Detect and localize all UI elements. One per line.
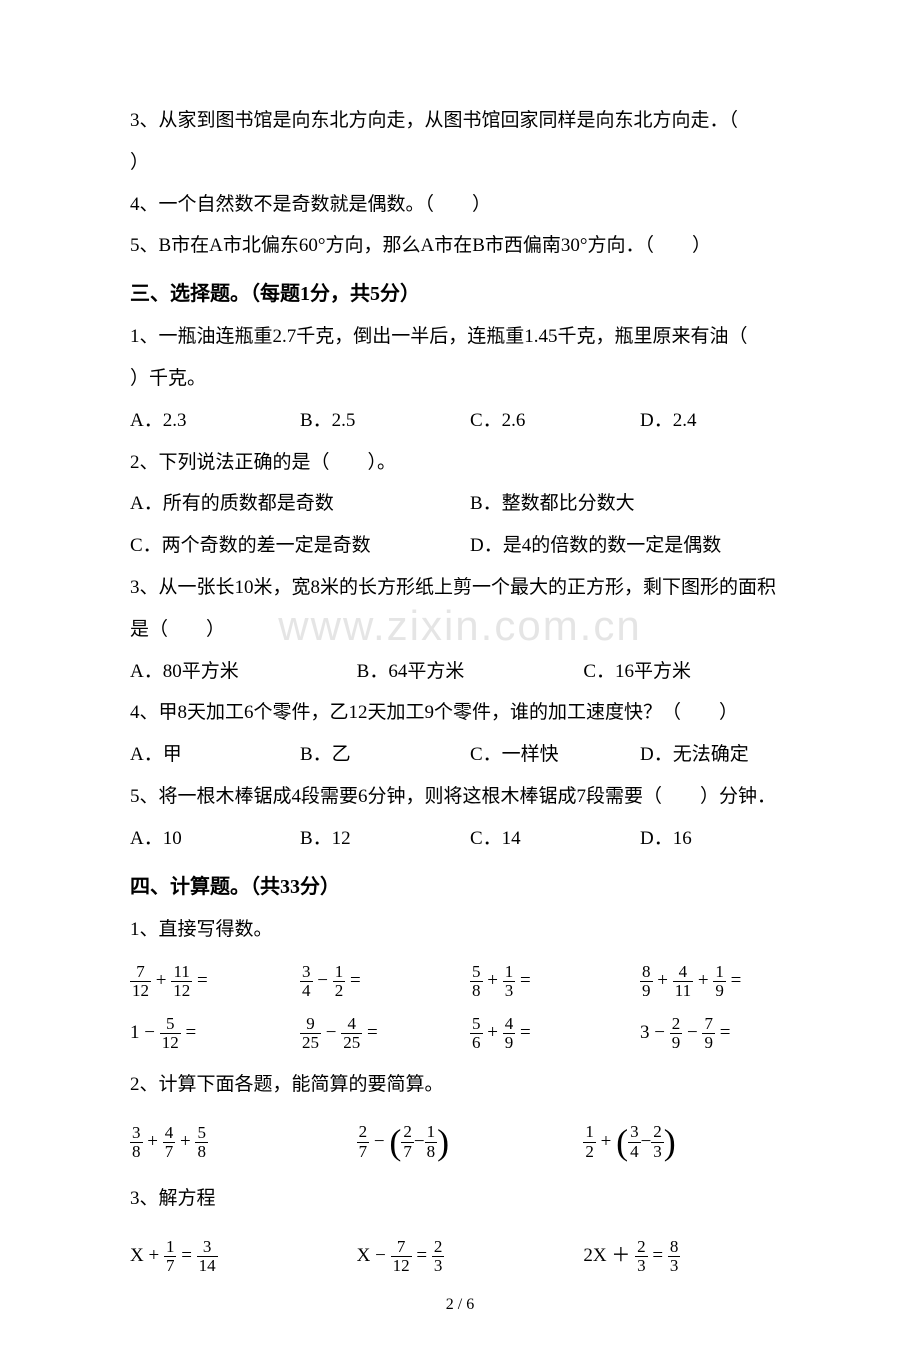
s4-sub3-row1: X + 17 = 314 X − 712 = 23 2X ＋ 23 = 83 — [130, 1235, 810, 1277]
s3-q1-b: B．2.5 — [300, 400, 470, 442]
s2-q4: 4、一个自然数不是奇数就是偶数。（ ） — [130, 184, 810, 226]
eq-s3-3: 2X ＋ 23 = 83 — [583, 1235, 810, 1277]
s3-q4-a: A．甲 — [130, 734, 300, 776]
s3-q5-options: A．10 B．12 C．14 D．16 — [130, 818, 810, 860]
page-number: 2 / 6 — [446, 1287, 474, 1322]
s4-sub2-row1: 38 + 47 + 58 27 − ( 27 − 18 ) 12 + ( 34 … — [130, 1121, 810, 1164]
eq-s2-2: 27 − ( 27 − 18 ) — [357, 1121, 584, 1164]
s3-q2-a: A．所有的质数都是奇数 — [130, 483, 470, 525]
eq-2-4: 3 − 29 − 79 = — [640, 1012, 810, 1054]
s3-q1-options: A．2.3 B．2.5 C．2.6 D．2.4 — [130, 400, 810, 442]
eq-s2-1: 38 + 47 + 58 — [130, 1121, 357, 1163]
s3-q4-b: B．乙 — [300, 734, 470, 776]
s3-q1-d: D．2.4 — [640, 400, 810, 442]
eq-1-4: 89 + 411 + 19 = — [640, 960, 810, 1002]
section3-title: 三、选择题。（每题1分，共5分） — [130, 272, 810, 316]
s3-q5-c: C．14 — [470, 818, 640, 860]
s3-q2-text: 2、下列说法正确的是（ ）。 — [130, 442, 810, 484]
s3-q3-b: B．64平方米 — [357, 651, 584, 693]
eq-s2-3: 12 + ( 34 − 23 ) — [583, 1121, 810, 1164]
eq-1-1: 712 + 1112 = — [130, 960, 300, 1002]
s3-q3-text2: 是（ ） — [130, 609, 810, 651]
s3-q2-b: B．整数都比分数大 — [470, 483, 810, 525]
eq-2-2: 925 − 425 = — [300, 1012, 470, 1054]
s3-q5-text: 5、将一根木棒锯成4段需要6分钟，则将这根木棒锯成7段需要（ ）分钟． — [130, 776, 810, 818]
s3-q5-d: D．16 — [640, 818, 810, 860]
s3-q2-d: D．是4的倍数的数一定是偶数 — [470, 525, 810, 567]
s3-q3-c: C．16平方米 — [583, 651, 810, 693]
s4-sub1-row1: 712 + 1112 = 34 − 12 = 58 + 13 = 89 + 41… — [130, 960, 810, 1002]
s3-q1-c: C．2.6 — [470, 400, 640, 442]
s3-q1-a: A．2.3 — [130, 400, 300, 442]
section4-title: 四、计算题。（共33分） — [130, 865, 810, 909]
eq-s3-2: X − 712 = 23 — [357, 1235, 584, 1277]
s4-sub2-label: 2、计算下面各题，能简算的要简算。 — [130, 1064, 810, 1106]
eq-2-1: 1 − 512 = — [130, 1012, 300, 1054]
s2-q5: 5、B市在A市北偏东60°方向，那么A市在B市西偏南30°方向．（ ） — [130, 225, 810, 267]
s3-q2-c: C．两个奇数的差一定是奇数 — [130, 525, 470, 567]
eq-1-2: 34 − 12 = — [300, 960, 470, 1002]
s3-q1-unit: ）千克。 — [130, 358, 810, 400]
s3-q3-text: 3、从一张长10米，宽8米的长方形纸上剪一个最大的正方形，剩下图形的面积 — [130, 567, 810, 609]
s3-q3-a: A．80平方米 — [130, 651, 357, 693]
page-content: 3、从家到图书馆是向东北方向走，从图书馆回家同样是向东北方向走．（ ） 4、一个… — [130, 100, 810, 1277]
s3-q2-options: A．所有的质数都是奇数 B．整数都比分数大 C．两个奇数的差一定是奇数 D．是4… — [130, 483, 810, 567]
eq-1-3: 58 + 13 = — [470, 960, 640, 1002]
s3-q4-text: 4、甲8天加工6个零件，乙12天加工9个零件，谁的加工速度快？（ ） — [130, 692, 810, 734]
s2-q3-closing: ） — [130, 142, 810, 184]
eq-2-3: 56 + 49 = — [470, 1012, 640, 1054]
s2-q3: 3、从家到图书馆是向东北方向走，从图书馆回家同样是向东北方向走．（ — [130, 100, 810, 142]
s3-q4-d: D．无法确定 — [640, 734, 810, 776]
s3-q4-c: C．一样快 — [470, 734, 640, 776]
s3-q5-a: A．10 — [130, 818, 300, 860]
s3-q3-options: A．80平方米 B．64平方米 C．16平方米 — [130, 651, 810, 693]
s4-sub1-label: 1、直接写得数。 — [130, 909, 810, 951]
eq-s3-1: X + 17 = 314 — [130, 1235, 357, 1277]
s4-sub3-label: 3、解方程 — [130, 1178, 810, 1220]
s4-sub1-row2: 1 − 512 = 925 − 425 = 56 + 49 = 3 − 29 −… — [130, 1012, 810, 1054]
s3-q1-text: 1、一瓶油连瓶重2.7千克，倒出一半后，连瓶重1.45千克，瓶里原来有油（ — [130, 316, 810, 358]
s3-q4-options: A．甲 B．乙 C．一样快 D．无法确定 — [130, 734, 810, 776]
s3-q5-b: B．12 — [300, 818, 470, 860]
